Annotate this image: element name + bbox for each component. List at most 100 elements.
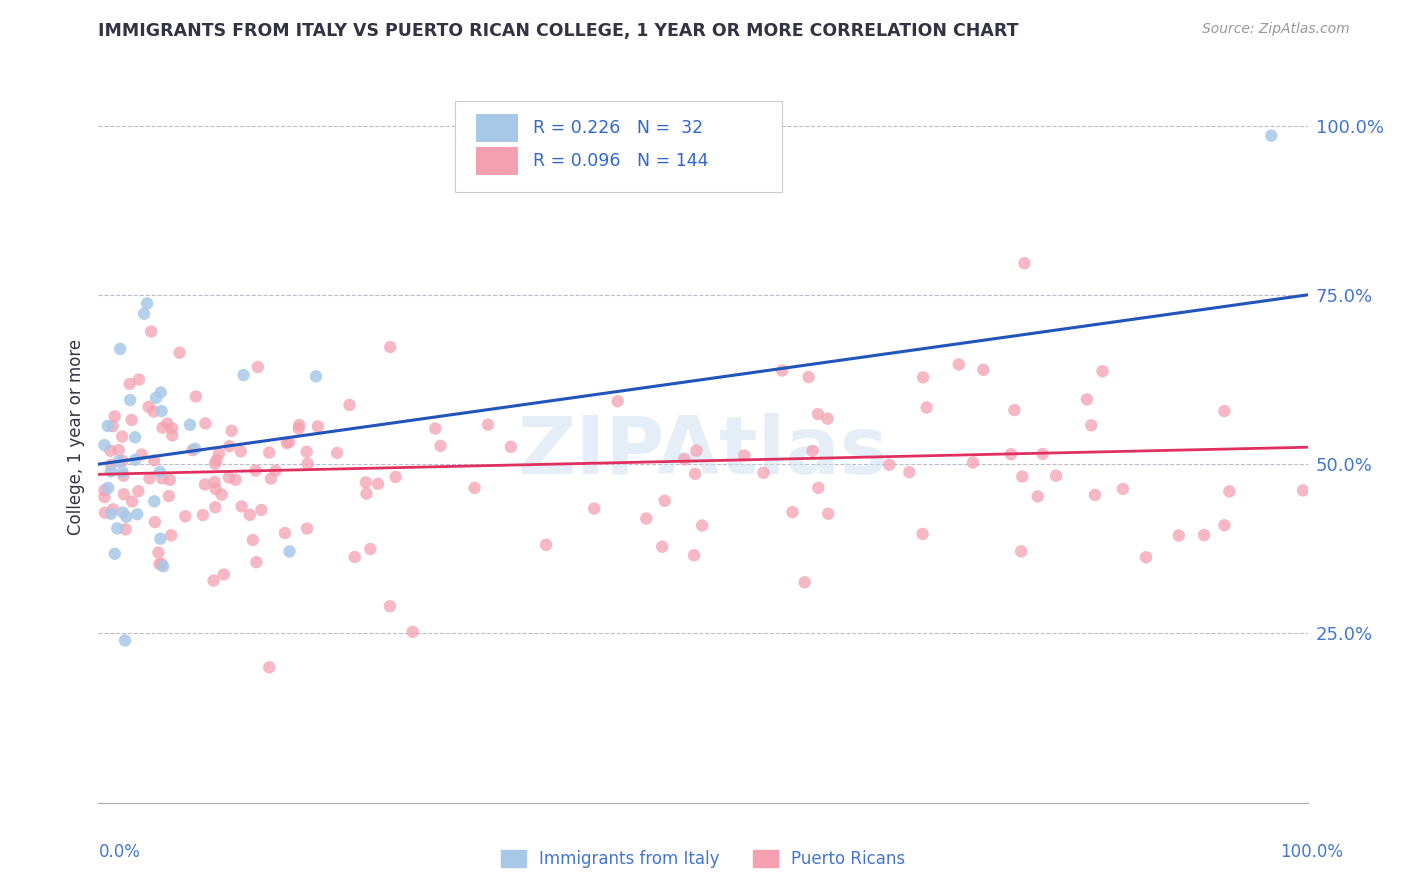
Point	[128, 372, 150, 386]
Point	[204, 500, 226, 515]
Point	[131, 448, 153, 462]
Point	[229, 444, 252, 458]
Point	[127, 507, 149, 521]
Point	[143, 515, 166, 529]
Point	[108, 342, 131, 356]
Text: Source: ZipAtlas.com: Source: ZipAtlas.com	[1202, 22, 1350, 37]
Point	[150, 557, 173, 571]
Point	[157, 489, 180, 503]
Text: R = 0.096   N = 144: R = 0.096 N = 144	[533, 153, 709, 170]
Point	[204, 457, 226, 471]
Point	[1000, 447, 1022, 461]
Text: 100.0%: 100.0%	[1279, 843, 1343, 861]
Point	[367, 476, 389, 491]
Point	[817, 411, 839, 425]
Point	[148, 557, 170, 571]
Point	[160, 421, 183, 435]
Point	[184, 442, 207, 456]
Point	[221, 424, 243, 438]
Point	[752, 466, 775, 480]
Point	[278, 544, 301, 558]
Point	[169, 345, 191, 359]
Point	[245, 555, 267, 569]
Point	[1167, 528, 1189, 542]
Point	[425, 421, 447, 435]
Point	[191, 508, 214, 522]
Point	[114, 633, 136, 648]
Point	[1112, 482, 1135, 496]
Point	[111, 506, 134, 520]
Point	[962, 456, 984, 470]
Point	[179, 417, 201, 432]
Point	[288, 418, 311, 433]
Point	[152, 420, 174, 434]
Point	[93, 490, 115, 504]
Point	[121, 413, 143, 427]
Point	[1292, 483, 1315, 498]
Point	[1080, 418, 1102, 433]
Point	[636, 511, 658, 525]
Point	[1026, 489, 1049, 503]
Point	[141, 325, 163, 339]
Point	[246, 359, 269, 374]
Point	[212, 567, 235, 582]
Point	[205, 453, 228, 467]
Point	[1218, 484, 1240, 499]
Point	[264, 464, 287, 478]
Point	[148, 546, 170, 560]
Point	[181, 443, 204, 458]
Point	[1213, 404, 1236, 418]
Point	[257, 445, 280, 459]
Point	[225, 473, 247, 487]
FancyBboxPatch shape	[456, 101, 782, 192]
Point	[359, 542, 381, 557]
Point	[150, 471, 173, 485]
Point	[97, 481, 120, 495]
Point	[94, 506, 117, 520]
Point	[184, 389, 207, 403]
Point	[104, 409, 127, 424]
Point	[143, 494, 166, 508]
Point	[202, 574, 225, 588]
Point	[797, 370, 820, 384]
Point	[152, 559, 174, 574]
Point	[606, 394, 628, 409]
Point	[912, 370, 935, 384]
Point	[124, 430, 146, 444]
Point	[97, 419, 120, 434]
Y-axis label: College, 1 year or more: College, 1 year or more	[66, 339, 84, 535]
Point	[101, 419, 124, 434]
Point	[1260, 128, 1282, 143]
Point	[245, 464, 267, 478]
Point	[948, 358, 970, 372]
Point	[343, 549, 366, 564]
Point	[807, 481, 830, 495]
Point	[149, 465, 172, 479]
Point	[104, 547, 127, 561]
Point	[384, 470, 406, 484]
Point	[204, 482, 226, 496]
Point	[354, 475, 377, 490]
Point	[231, 500, 253, 514]
Point	[118, 376, 141, 391]
Point	[1002, 403, 1025, 417]
Point	[654, 493, 676, 508]
Point	[733, 449, 755, 463]
Point	[690, 518, 713, 533]
Point	[121, 494, 143, 508]
Point	[194, 417, 217, 431]
Point	[127, 484, 149, 499]
Point	[1010, 544, 1032, 558]
Point	[1135, 550, 1157, 565]
Text: IMMIGRANTS FROM ITALY VS PUERTO RICAN COLLEGE, 1 YEAR OR MORE CORRELATION CHART: IMMIGRANTS FROM ITALY VS PUERTO RICAN CO…	[98, 22, 1019, 40]
Point	[685, 443, 707, 458]
Point	[326, 446, 349, 460]
Point	[463, 481, 485, 495]
Point	[162, 428, 184, 442]
Point	[115, 509, 138, 524]
Point	[107, 454, 129, 468]
Point	[143, 453, 166, 467]
Point	[1045, 468, 1067, 483]
Point	[136, 296, 159, 310]
Point	[287, 422, 309, 436]
